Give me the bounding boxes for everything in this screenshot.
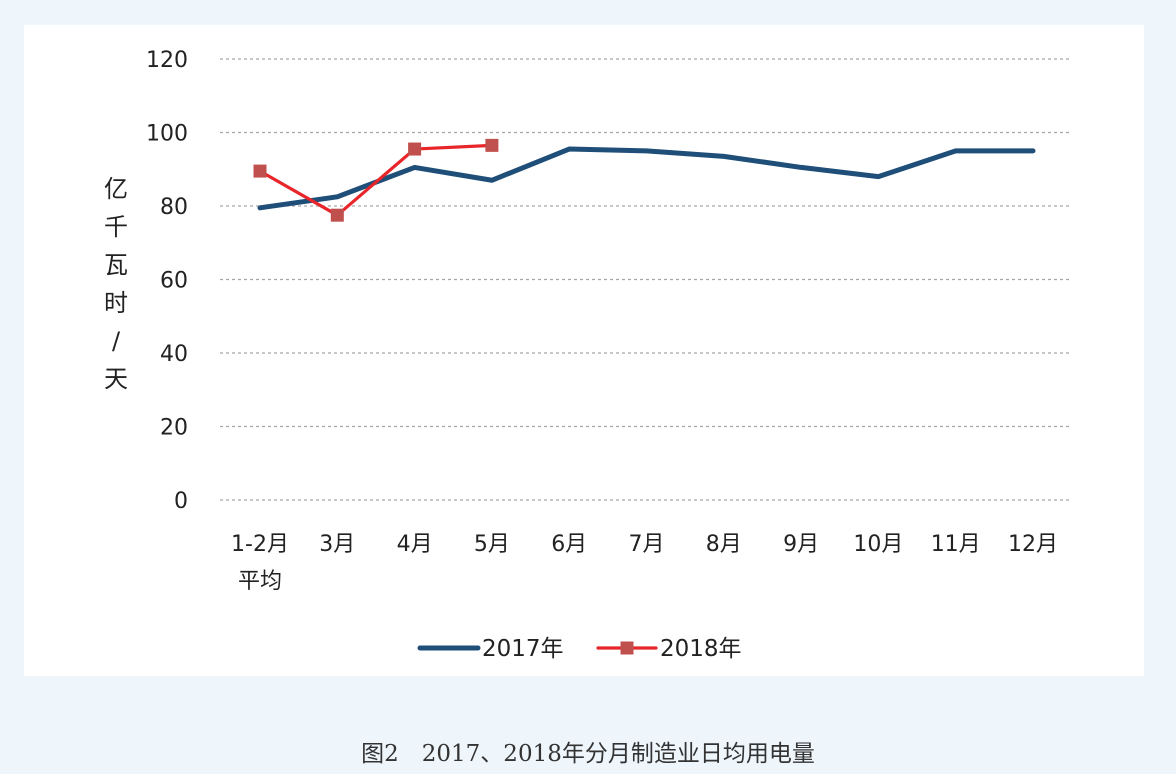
data-point-marker — [253, 164, 267, 178]
x-tick-label: 9月 — [783, 532, 819, 557]
x-tick-label: 5月 — [474, 532, 510, 557]
legend-label: 2018年 — [660, 636, 742, 662]
x-tick-label: 7月 — [629, 532, 665, 557]
x-tick-label: 3月 — [319, 532, 355, 557]
y-tick-label: 40 — [160, 342, 188, 367]
chart-panel: 0 20 40 60 80 100 120 亿千瓦时 / 天 1-2月平均 3月 4月 5月 6月 7月 8… — [24, 25, 1144, 676]
y-axis-label-char: 时 — [104, 289, 128, 317]
y-tick-label: 120 — [146, 48, 188, 73]
y-axis-label-char: / — [112, 327, 121, 355]
legend: 2017年 2018年 — [417, 636, 742, 662]
y-tick-labels: 0 20 40 60 80 100 120 — [146, 48, 188, 514]
gridlines — [220, 58, 1070, 501]
y-axis-label-char: 亿 — [104, 175, 128, 203]
data-point-marker — [408, 142, 422, 156]
y-axis-label-char: 天 — [104, 365, 128, 393]
x-tick-label: 4月 — [397, 532, 433, 557]
x-tick-label: 6月 — [551, 532, 587, 557]
y-tick-label: 80 — [160, 195, 188, 220]
y-tick-label: 20 — [160, 416, 188, 441]
data-point-marker — [330, 208, 344, 222]
data-point-marker — [485, 138, 499, 152]
x-tick-label: 平均 — [238, 569, 282, 594]
figure-caption: 图2 2017、2018年分月制造业日均用电量 — [361, 741, 815, 767]
x-tick-label: 12月 — [1008, 532, 1058, 557]
x-tick-label: 1-2月 — [231, 532, 289, 557]
series-lines — [253, 138, 1036, 222]
legend-marker-2018 — [620, 641, 634, 655]
legend-label: 2017年 — [482, 636, 564, 662]
series-line-2018年 — [258, 143, 494, 217]
y-tick-label: 100 — [146, 122, 188, 147]
x-tick-label: 11月 — [931, 532, 981, 557]
series-line-2017年 — [257, 146, 1036, 211]
y-axis-label-char: 千 — [104, 213, 128, 241]
y-axis-label-char: 瓦 — [104, 251, 128, 279]
y-tick-label: 60 — [160, 269, 188, 294]
x-tick-label: 8月 — [706, 532, 742, 557]
x-tick-label: 10月 — [853, 532, 903, 557]
y-tick-label: 0 — [174, 489, 188, 514]
